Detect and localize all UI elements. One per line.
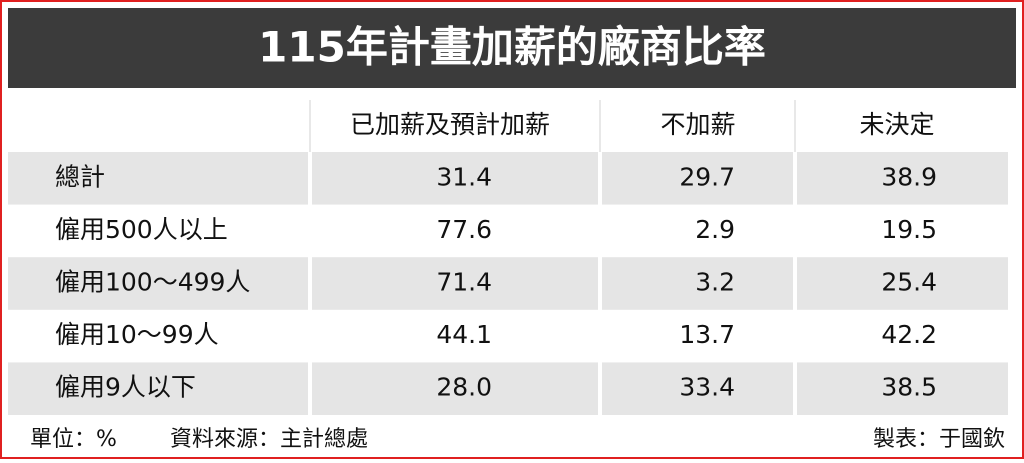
source: 資料來源：主計總處 xyxy=(170,427,368,452)
credit: 製表：于國欽 xyxy=(873,427,1005,452)
row-label: 總計 xyxy=(55,162,105,191)
cell: 13.7 xyxy=(679,320,735,349)
cell: 28.0 xyxy=(436,373,492,402)
cell: 42.2 xyxy=(881,320,937,349)
cell: 2.9 xyxy=(695,215,735,244)
cell: 29.7 xyxy=(679,162,735,191)
title: 115年計畫加薪的廠商比率 xyxy=(258,23,766,72)
cell: 3.2 xyxy=(695,268,735,297)
cell: 38.5 xyxy=(881,373,937,402)
row-label: 僱用100～499人 xyxy=(55,268,250,297)
cell: 31.4 xyxy=(436,162,492,191)
row-band xyxy=(8,152,1008,205)
cell: 33.4 xyxy=(679,373,735,402)
cell: 38.9 xyxy=(881,162,937,191)
cell: 19.5 xyxy=(881,215,937,244)
row-label: 僱用10～99人 xyxy=(55,320,219,349)
title-bar xyxy=(8,8,1016,88)
row-label: 僱用500人以上 xyxy=(55,215,228,244)
column-header: 不加薪 xyxy=(660,110,735,139)
cell: 71.4 xyxy=(436,268,492,297)
unit: 單位：% xyxy=(30,427,117,452)
column-header: 未決定 xyxy=(859,110,934,139)
cell: 77.6 xyxy=(436,215,492,244)
cell: 25.4 xyxy=(881,268,937,297)
column-header: 已加薪及預計加薪 xyxy=(350,110,550,139)
row-band xyxy=(8,257,1008,310)
row-band xyxy=(8,362,1008,415)
row-label: 僱用9人以下 xyxy=(55,373,196,402)
cell: 44.1 xyxy=(436,320,492,349)
